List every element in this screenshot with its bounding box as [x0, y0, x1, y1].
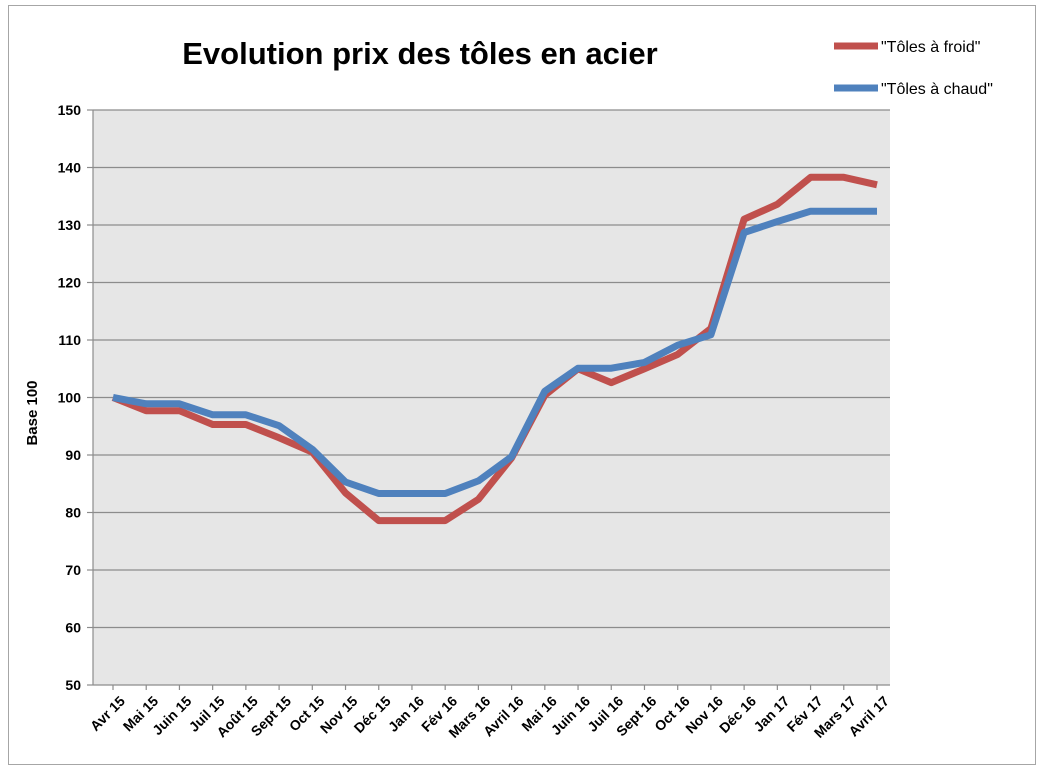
legend: "Tôles à froid" "Tôles à chaud" — [834, 39, 993, 98]
y-tick-label: 80 — [65, 505, 81, 521]
series-lines — [111, 173, 878, 525]
grid-lines — [93, 109, 890, 629]
x-tick-label: Jan 16 — [385, 693, 427, 735]
y-axis-label: Base 100 — [24, 380, 41, 445]
y-tick-label: 90 — [65, 447, 81, 463]
y-tick-labels: 50 60 70 80 90 100 110 120 130 140 150 — [58, 102, 82, 693]
x-tick-label: Déc 15 — [351, 693, 394, 736]
y-tick-label: 100 — [58, 390, 82, 406]
chart-title: Evolution prix des tôles en acier — [182, 36, 657, 71]
y-tick-label: 120 — [58, 275, 82, 291]
x-tick-label: Nov 16 — [682, 693, 726, 737]
y-tick-label: 130 — [58, 217, 82, 233]
series-line-toles-a-froid — [111, 173, 878, 525]
x-tick-label: Jan 17 — [750, 693, 792, 735]
y-tick-label: 140 — [58, 160, 82, 176]
y-tick-label: 110 — [58, 332, 81, 348]
x-tick-label: Déc 16 — [716, 693, 759, 736]
legend-label: "Tôles à froid" — [881, 39, 980, 56]
legend-label: "Tôles à chaud" — [881, 81, 993, 98]
axes — [87, 109, 890, 690]
y-tick-label: 150 — [58, 102, 82, 118]
y-tick-label: 60 — [65, 620, 81, 636]
y-tick-label: 50 — [65, 677, 81, 693]
x-tick-label: Avr 15 — [87, 693, 128, 734]
x-tick-label: Nov 15 — [317, 693, 361, 737]
series-line-toles-a-chaud — [112, 207, 877, 497]
y-tick-label: 70 — [65, 562, 81, 578]
